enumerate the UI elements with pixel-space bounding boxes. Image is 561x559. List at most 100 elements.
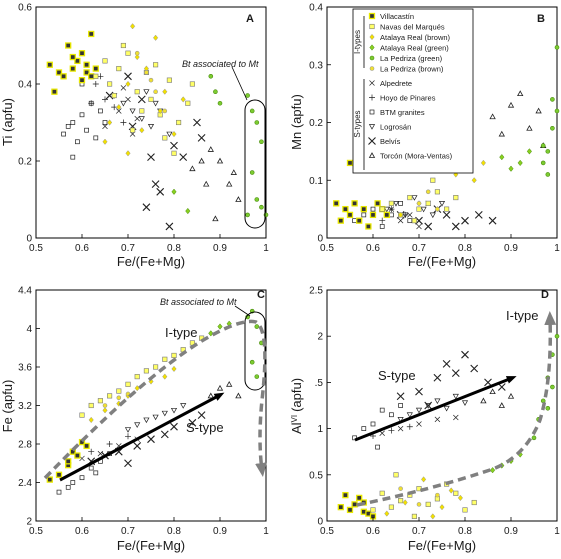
panel-c-fe: 0.5 0.6 0.7 0.8 0.9 1 2 2.4 2.8 3.2 3.6 4 4.4 C Fe/(… [0, 286, 269, 554]
point-navas-del-marques [162, 135, 168, 141]
point-atalaya-real-brown [130, 23, 136, 30]
point-la-pedriza-green [254, 120, 260, 125]
point-hoyo-de-pinares [88, 448, 95, 455]
x-tick-label: 0.7 [412, 526, 426, 537]
panel-d-alvi: 0.5 0.6 0.7 0.8 0.9 100.51.522.5 D Fe/(Fe+Mg)… [289, 286, 560, 554]
point-belvis [179, 153, 188, 162]
point-villacastin [46, 476, 53, 483]
x-tick-label: 0.9 [504, 243, 518, 254]
point-hoyo-de-pinares [379, 217, 386, 224]
point-belvis [470, 364, 479, 373]
x-axis-label: Fe/(Fe+Mg) [117, 254, 185, 269]
legend-marker-navas-del-marques [369, 23, 375, 30]
x-tick-label: 0.7 [121, 243, 135, 254]
point-la-pedriza-green [259, 204, 264, 210]
y-axis-label: Fe (apfu) [0, 380, 15, 433]
x-tick-label: 0.6 [75, 243, 89, 254]
point-villacastin [69, 53, 76, 61]
point-villacastin [74, 452, 81, 459]
point-villacastin [337, 217, 344, 224]
point-hoyo-de-pinares [125, 433, 131, 440]
point-btm-granites [79, 112, 85, 118]
legend-i-types-header: I-types [353, 30, 362, 54]
x-tick-label: 0.9 [213, 243, 227, 254]
point-atalaya-real-green [499, 154, 505, 161]
y-tick-label: 2 [317, 332, 323, 343]
scatter-points [333, 45, 560, 231]
y-tick-label: 0.1 [309, 176, 323, 187]
x-tick-label: 1 [263, 526, 269, 537]
point-la-pedriza-green [254, 197, 260, 202]
point-belvis [133, 442, 142, 450]
point-alpedrete [134, 115, 140, 122]
point-navas-del-marques [111, 93, 117, 99]
point-navas-del-marques [425, 200, 431, 206]
point-btm-granites [84, 127, 89, 133]
point-btm-granites [361, 426, 367, 431]
point-atalaya-real-brown [139, 127, 145, 134]
panel-label-c: C [257, 289, 265, 301]
point-villacastin [337, 503, 344, 511]
point-atalaya-real-brown [162, 88, 168, 95]
x-axis-label: Fe/(Fe+Mg) [408, 254, 476, 269]
legend-label-navas-del-marques: Navas del Marqués [380, 23, 445, 32]
point-navas-del-marques [471, 499, 477, 506]
y-tick-label: 3.2 [18, 401, 32, 412]
legend-marker-hoyo-de-pinares [369, 94, 375, 101]
x-tick-label: 0.9 [213, 526, 227, 537]
point-navas-del-marques [134, 89, 140, 95]
point-atalaya-real-brown [457, 494, 463, 502]
y-axis-label: AlVI (apfu) [289, 378, 304, 434]
point-logrosan [434, 398, 441, 405]
legend-s-types-header: S-types [353, 110, 362, 137]
point-la-pedriza-green [554, 333, 560, 339]
point-la-pedriza-brown [435, 206, 440, 212]
point-atalaya-real-green [526, 148, 532, 155]
legend-marker-atalaya-real-green [369, 44, 375, 51]
point-navas-del-marques [93, 73, 99, 79]
point-btm-granites [379, 224, 385, 229]
point-navas-del-marques [116, 66, 122, 72]
point-logrosan [425, 403, 432, 409]
point-atalaya-real-brown [448, 487, 454, 494]
point-la-pedriza-green [550, 125, 555, 131]
point-hoyo-de-pinares [106, 441, 113, 447]
x-tick-label: 1 [554, 243, 560, 254]
panel-b-mn: 0.5 0.6 0.7 0.8 0.9 1 0 0.1 0.2 0.3 0.4 B Fe/(Fe+M… [289, 3, 560, 270]
x-tick-label: 0.8 [167, 243, 181, 254]
point-navas-del-marques [189, 81, 195, 87]
point-la-pedriza-brown [102, 403, 108, 408]
point-villacastin [351, 501, 358, 508]
point-navas-del-marques [370, 507, 376, 513]
y-tick-label: 0.6 [18, 3, 32, 14]
point-la-pedriza-brown [425, 189, 431, 195]
point-alpedrete [120, 85, 127, 91]
y-tick-label: 0.4 [18, 80, 32, 91]
point-navas-del-marques [430, 177, 436, 183]
point-navas-del-marques [107, 81, 113, 87]
point-villacastin [351, 200, 358, 207]
point-la-pedriza-green [540, 160, 546, 166]
annotation-leader [234, 305, 251, 317]
point-navas-del-marques [176, 119, 182, 126]
point-villacastin [74, 57, 81, 65]
point-btm-granites [102, 120, 108, 125]
point-btm-granites [65, 123, 71, 129]
label-s-type: S-type [186, 420, 224, 435]
point-btm-granites [375, 444, 380, 450]
point-torcon-mora-ventas [207, 392, 214, 399]
point-logrosan [420, 206, 427, 213]
point-alpedrete [453, 414, 459, 421]
point-hoyo-de-pinares [120, 119, 127, 126]
point-navas-del-marques [453, 490, 459, 496]
point-torcon-mora-ventas [216, 157, 224, 164]
point-btm-granites [389, 212, 394, 218]
point-belvis [147, 435, 155, 444]
y-label-sup: VI [290, 415, 299, 423]
point-torcon-mora-ventas [498, 402, 505, 408]
legend-marker-la-pedriza-brown [369, 66, 375, 71]
y-tick-label: 4.4 [18, 286, 32, 297]
y-axis-label: Mn (apfu) [289, 94, 304, 150]
